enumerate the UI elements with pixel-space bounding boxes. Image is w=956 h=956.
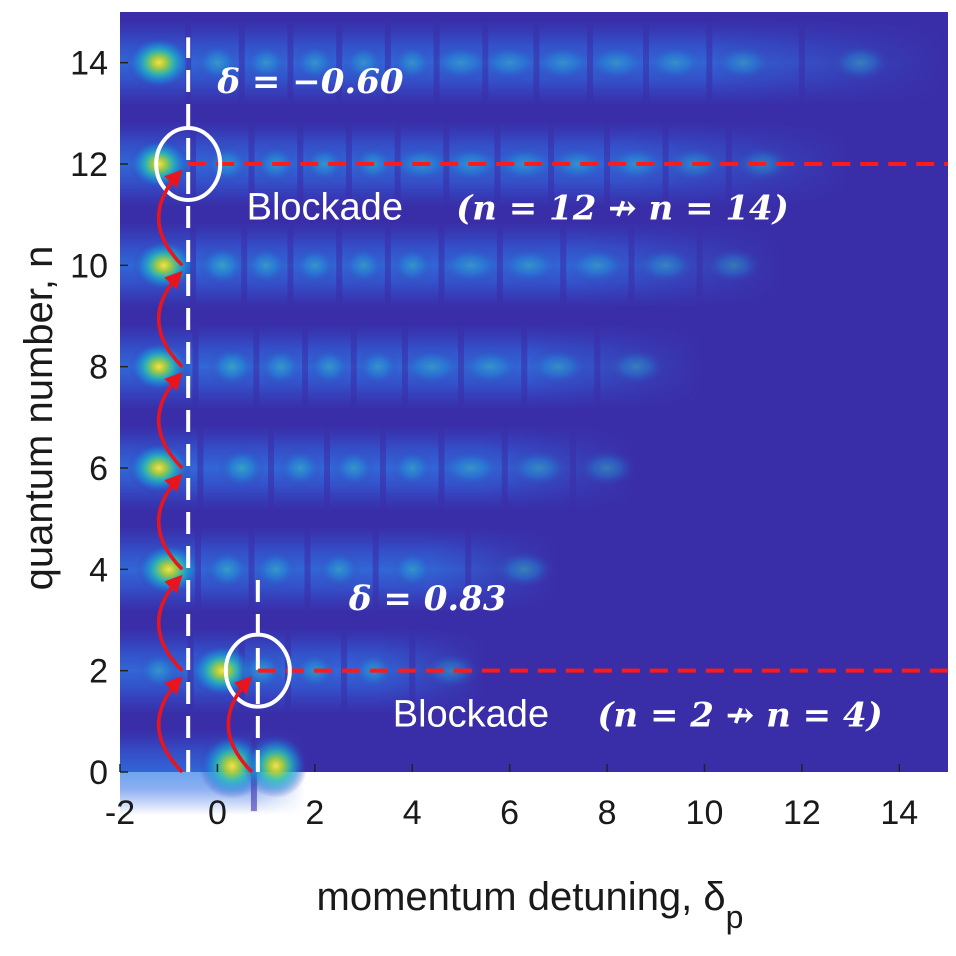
y-axis-label: quantum number, n [17,246,61,591]
intensity-peak [303,144,346,184]
intensity-peak [317,549,361,590]
intensity-peak [459,347,521,387]
x-axis-label: momentum detuning, δp [317,875,744,935]
intensity-peak [391,245,434,285]
band-n-10 [120,222,783,309]
intensity-peak [253,549,298,590]
x-tick-label: 4 [403,794,422,832]
y-tick-label: 0 [89,754,108,792]
intensity-peak [527,347,589,386]
y-tick-label: 14 [70,45,108,83]
intensity-peak [308,346,351,387]
intensity-peak [576,448,638,488]
blockade-circle [223,632,292,709]
y-tick-label: 2 [89,653,108,691]
intensity-peak [704,246,764,285]
intensity-peak [126,36,192,90]
intensity-peak [245,43,287,83]
transition-arrow [157,473,184,571]
annotation-cond-top: (n = 12 ↛ n = 14) [456,189,789,229]
y-tick-label: 10 [70,247,108,285]
intensity-peak [391,43,433,82]
intensity-peak [430,43,492,82]
plot-area [120,12,948,816]
intensity-peak [198,243,247,287]
y-tick-label: 8 [89,349,108,387]
intensity-peak [439,448,502,488]
intensity-peak [508,448,570,488]
annotation-delta-bottom: δ = 0.83 [348,579,507,619]
intensity-peak [217,446,266,490]
intensity-peak [244,245,289,286]
intensity-peak [400,347,463,387]
intensity-peak [391,448,434,488]
intensity-peak [342,245,385,285]
intensity-peak [421,651,482,690]
intensity-peak [606,347,667,386]
intensity-peak [294,43,336,83]
intensity-peak [829,43,891,82]
x-tick-label: -2 [105,794,135,832]
transition-arrow [157,270,184,368]
intensity-peak [195,42,240,83]
transition-arrow [157,372,184,470]
intensity-peak [293,245,337,286]
intensity-peak [204,548,251,591]
intensity-peak [533,43,594,82]
annotation-blockade-bottom: Blockade [393,693,549,735]
x-tick-label: 2 [305,794,324,832]
intensity-peak [586,43,647,82]
x-tick-label: 0 [208,794,227,832]
transition-arrow [157,169,184,267]
annotation-blockade-top: Blockade [247,187,403,229]
x-axis-label-subscript: p [726,899,744,935]
transition-arrow [157,676,184,774]
intensity-peak [244,734,308,798]
annotation-overlay: δ = −0.60 Blockade (n = 12 ↛ n = 14) δ = 0.… [154,37,948,774]
intensity-peak [132,239,196,292]
band-n-6 [120,424,638,512]
y-tick-label: 4 [89,551,108,589]
intensity-peak [498,246,560,285]
transition-arrow [226,676,254,774]
intensity-peak [493,549,556,590]
intensity-peak [258,346,303,387]
x-tick-label: 8 [598,794,617,832]
annotation-cond-bottom: (n = 2 ↛ n = 4) [597,695,882,735]
band-n-4 [120,526,559,613]
blockade-circle [154,126,223,202]
annotation-delta-top: δ = −0.60 [216,62,403,102]
intensity-peak [332,448,376,488]
intensity-peak [547,145,608,183]
x-tick-label: 12 [783,794,821,832]
y-tick-label: 12 [70,146,108,184]
intensity-peak [566,246,628,285]
x-tick-label: 6 [500,794,519,832]
x-tick-label: 14 [880,794,918,832]
x-tick-label: 10 [686,794,724,832]
intensity-peak [343,43,384,82]
intensity-peak [278,447,323,489]
y-tick-label: 6 [89,450,108,488]
transition-arrow [157,574,184,672]
band-n-14 [120,19,948,106]
intensity-peak [645,43,705,82]
x-axis-label-main: momentum detuning, δ [317,875,726,919]
intensity-peak [207,345,257,389]
intensity-peak [479,43,540,82]
intensity-peak [357,347,399,387]
band-n-0 [120,728,308,816]
intensity-peak [439,245,502,285]
intensity-peak [391,549,434,589]
band-n-8 [120,323,705,410]
intensity-peak [635,246,696,285]
intensity-peak [713,43,774,82]
axis-labels: momentum detuning, δp quantum number, n [17,246,743,935]
intensity-peak [199,733,265,799]
intensity-peak [135,542,202,596]
